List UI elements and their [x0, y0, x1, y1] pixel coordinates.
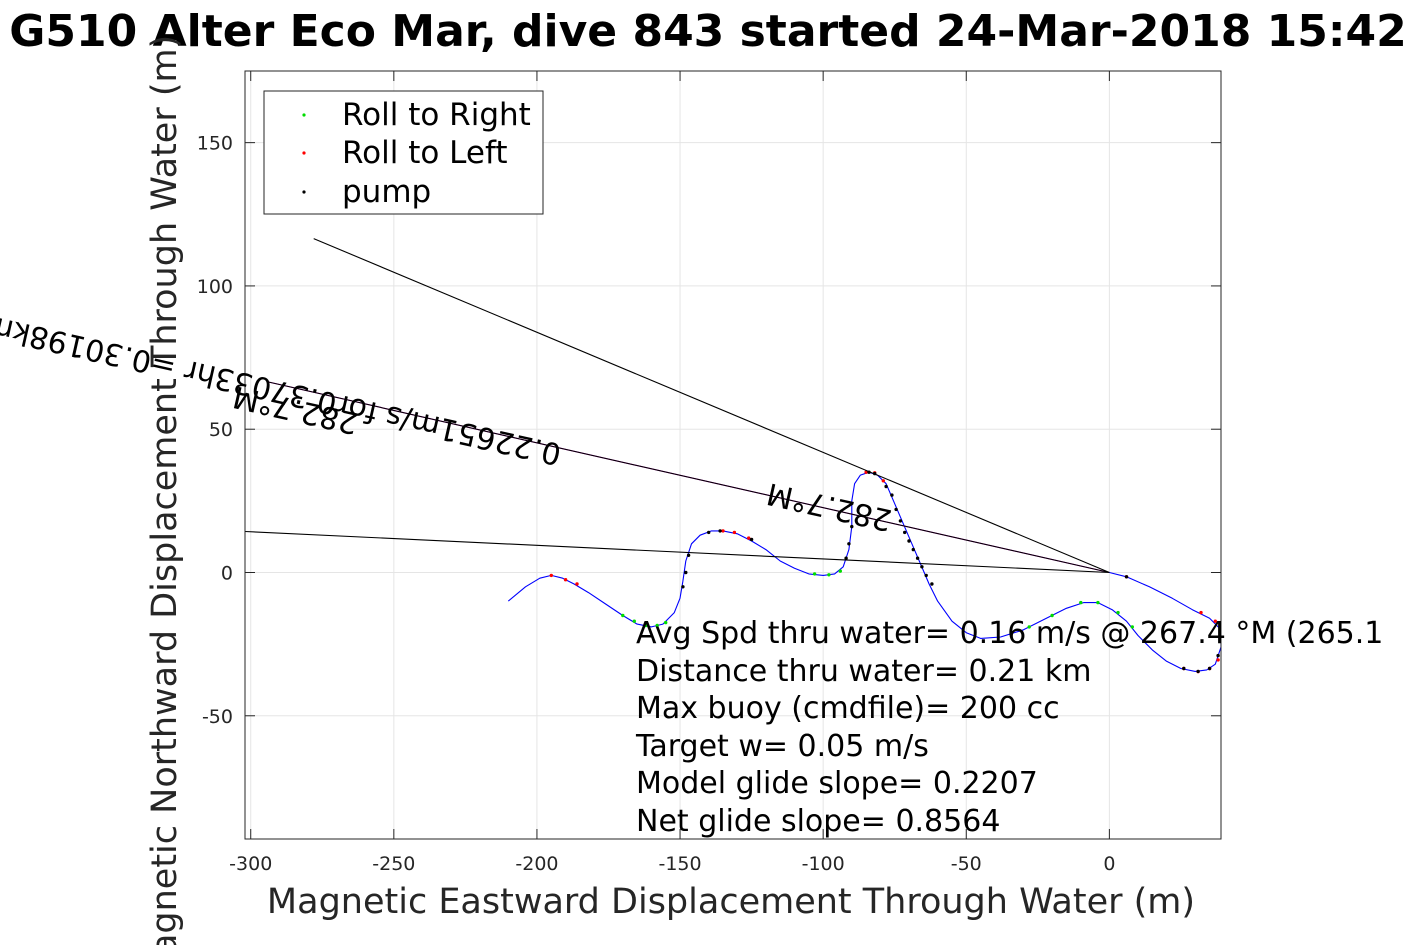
x-tick-label: -100: [802, 853, 845, 875]
point-pump: [907, 539, 911, 543]
point-roll-to-right: [827, 573, 831, 577]
point-roll-to-right: [1027, 625, 1031, 629]
info-line: Net glide slope= 0.8564: [636, 804, 1000, 839]
x-tick-label: 0: [1103, 853, 1115, 875]
point-pump: [1124, 575, 1129, 579]
y-tick-label: -50: [202, 706, 233, 728]
info-line: Distance thru water= 0.21 km: [636, 654, 1091, 689]
point-roll-to-right: [644, 623, 648, 628]
info-line: Avg Spd thru water= 0.16 m/s @ 267.4 °M …: [636, 616, 1383, 651]
point-pump: [930, 582, 934, 586]
point-pump: [911, 547, 915, 552]
point-roll-to-right: [664, 620, 668, 625]
legend-box: [263, 90, 544, 215]
point-pump: [684, 570, 688, 575]
point-roll-to-right: [1050, 613, 1054, 618]
point-pump: [915, 556, 920, 560]
point-roll-to-right: [1116, 610, 1120, 615]
point-pump: [884, 484, 888, 489]
point-pump: [707, 530, 711, 535]
x-tick-label: -50: [951, 853, 982, 875]
point-roll-to-right: [632, 619, 636, 623]
point-pump: [1216, 653, 1220, 658]
point-roll-to-right: [1130, 625, 1135, 629]
legend-label-pump: pump: [342, 174, 431, 210]
x-axis-label: Magnetic Eastward Displacement Through W…: [267, 882, 1195, 922]
point-roll-to-left: [563, 578, 568, 582]
y-tick-label: 150: [197, 133, 233, 155]
chart-title: G510 Alter Eco Mar, dive 843 started 24-…: [9, 6, 1406, 57]
y-tick-label: 50: [209, 419, 233, 441]
point-roll-to-right: [838, 569, 842, 573]
legend-marker-roll-right: [302, 113, 306, 117]
series-reference-line-middle: [267, 381, 1110, 574]
x-tick-label: -300: [229, 853, 272, 875]
point-roll-to-left: [1216, 658, 1220, 662]
series-reference-line-lower: [245, 530, 1110, 574]
point-roll-to-right: [1096, 600, 1100, 605]
point-pump: [898, 519, 903, 523]
point-pump: [924, 573, 928, 578]
x-tick-label: -200: [515, 853, 558, 875]
info-line: Model glide slope= 0.2207: [636, 766, 1038, 801]
x-tick-label: -150: [658, 853, 701, 875]
point-pump: [847, 542, 851, 546]
legend-marker-pump: [302, 190, 306, 194]
axis-ticks: -300 -250 -200 -150 -100 -50 0 -50 0 50 100 150: [197, 71, 1221, 875]
point-roll-to-left: [575, 582, 579, 586]
info-line: Target w= 0.05 m/s: [635, 729, 929, 764]
point-pump: [681, 585, 685, 589]
plot-frame: [244, 70, 1222, 840]
point-pump: [1196, 669, 1200, 674]
y-tick-label: 100: [197, 276, 233, 298]
y-axis-label: Magnetic Northward Displacement Through …: [145, 35, 185, 945]
legend-label-roll-right: Roll to Right: [342, 97, 531, 133]
point-pump: [894, 507, 898, 512]
point-pump: [850, 524, 854, 529]
point-roll-to-left: [549, 573, 553, 578]
point-pump: [686, 553, 691, 557]
point-roll-to-left: [1199, 610, 1203, 615]
x-tick-label: -250: [372, 853, 415, 875]
point-pump: [1182, 666, 1186, 671]
point-pump: [718, 529, 722, 533]
info-panel: Avg Spd thru water= 0.16 m/s @ 267.4 °M …: [635, 616, 1383, 839]
point-roll-to-left: [747, 536, 751, 540]
legend: Roll to Right Roll to Left pump: [263, 90, 544, 215]
series-reference-line-upper: [313, 238, 1110, 574]
point-roll-to-left: [1213, 619, 1218, 623]
legend-marker-roll-left: [302, 151, 306, 155]
point-pump: [920, 565, 924, 569]
point-roll-to-left: [881, 479, 885, 483]
legend-label-roll-left: Roll to Left: [342, 135, 508, 171]
point-roll-to-left: [721, 529, 725, 533]
info-line: Max buoy (cmdfile)= 200 cc: [636, 691, 1060, 726]
point-roll-to-right: [812, 572, 817, 576]
point-pump: [903, 530, 907, 535]
point-roll-to-right: [655, 623, 659, 628]
point-pump: [844, 556, 848, 560]
y-tick-label: 0: [221, 562, 233, 584]
point-roll-to-left: [732, 530, 737, 535]
point-roll-to-right: [621, 613, 625, 618]
data-layer: [245, 238, 1221, 674]
point-pump: [1207, 666, 1212, 671]
point-roll-to-right: [1079, 600, 1083, 605]
point-pump: [749, 537, 754, 542]
point-pump: [890, 493, 894, 497]
